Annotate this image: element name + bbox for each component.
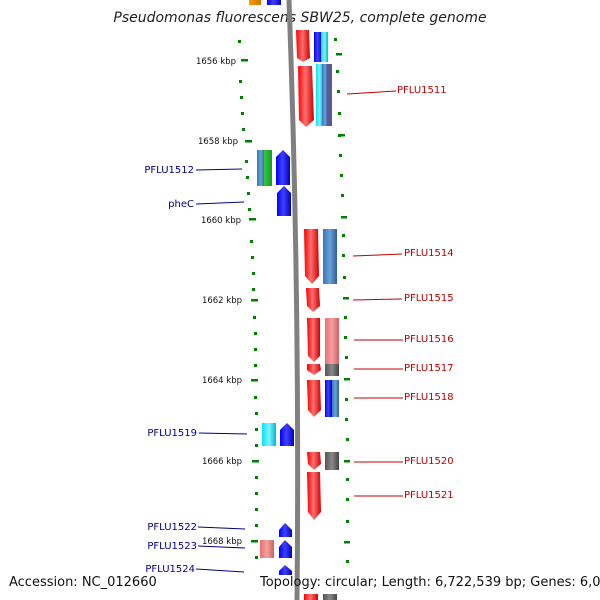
gene-label-pflu1518[interactable]: PFLU1518 (404, 392, 454, 403)
feature-green-1512[interactable] (264, 150, 272, 186)
gene-label-pflu1524[interactable]: PFLU1524 (145, 564, 195, 575)
feature-steel-1514[interactable] (323, 229, 337, 284)
ruler-label-1664: 1664 kbp (202, 376, 242, 386)
ruler-label-1666: 1666 kbp (202, 457, 242, 467)
feature-blue-1518[interactable] (325, 380, 332, 417)
feature-blue-top[interactable] (267, 0, 281, 5)
feature-blue-1510[interactable] (314, 32, 322, 62)
leader-lines-right (346, 90, 403, 497)
gene-label-pflu1516[interactable]: PFLU1516 (404, 334, 454, 345)
ruler-label-1658: 1658 kbp (198, 137, 238, 147)
ruler-label-1660: 1660 kbp (201, 216, 241, 226)
feature-steel-1512[interactable] (257, 150, 265, 186)
feature-gray-1517[interactable] (325, 364, 339, 376)
ruler-dots-right (334, 38, 349, 563)
feature-cyan-1511[interactable] (316, 64, 323, 126)
feature-cyan-1519[interactable] (262, 423, 276, 446)
gene-arrow-1510[interactable] (296, 30, 310, 62)
reverse-strand-annotations (257, 150, 276, 558)
gene-arrow-1516[interactable] (307, 318, 320, 362)
feature-pink-1516[interactable] (325, 318, 339, 364)
feature-purple-1511[interactable] (327, 64, 332, 126)
forward-strand-features (296, 30, 321, 600)
gene-arrow-1514[interactable] (304, 229, 319, 284)
gene-arrow-1524[interactable] (279, 565, 292, 575)
feature-gray-1520[interactable] (325, 452, 339, 470)
gene-label-pflu1517[interactable]: PFLU1517 (404, 363, 454, 374)
feature-steel-1518[interactable] (332, 380, 339, 417)
accession-text: Accession: NC_012660 (9, 575, 157, 590)
gene-label-pflu1523[interactable]: PFLU1523 (147, 541, 197, 552)
gene-arrow-1523[interactable] (279, 540, 292, 558)
gene-arrow-1521[interactable] (307, 472, 321, 520)
gene-arrow-phec[interactable] (277, 186, 291, 216)
ruler-label-1662: 1662 kbp (202, 296, 242, 306)
ruler-label-1656: 1656 kbp (196, 57, 236, 67)
feature-gray-bottom[interactable] (323, 594, 337, 600)
gene-arrow-1518[interactable] (307, 380, 321, 417)
map-title: Pseudomonas fluorescens SBW25, complete … (113, 10, 487, 26)
feature-cyan-1510[interactable] (321, 32, 328, 62)
gene-label-pflu1514[interactable]: PFLU1514 (404, 248, 454, 259)
gene-arrow-1512[interactable] (276, 150, 290, 185)
gene-arrow-1517[interactable] (307, 364, 321, 375)
ruler-major-ticks (241, 53, 350, 544)
gene-label-pflu1515[interactable]: PFLU1515 (404, 293, 454, 304)
topology-text: Topology: circular; Length: 6,722,539 bp… (260, 575, 600, 590)
gene-arrow-1522[interactable] (279, 523, 292, 537)
reverse-strand-features (276, 150, 294, 575)
gene-arrow-1515[interactable] (306, 288, 320, 312)
gene-label-phec[interactable]: pheC (168, 199, 194, 210)
gene-label-pflu1519[interactable]: PFLU1519 (147, 428, 197, 439)
gene-label-pflu1522[interactable]: PFLU1522 (147, 522, 197, 533)
leader-lines-left (195, 168, 248, 573)
feature-orange-top[interactable] (249, 0, 261, 5)
ruler-dots-left (238, 40, 258, 559)
gene-label-pflu1511[interactable]: PFLU1511 (397, 85, 447, 96)
gene-label-pflu1512[interactable]: PFLU1512 (144, 165, 194, 176)
gene-label-pflu1520[interactable]: PFLU1520 (404, 456, 454, 467)
gene-arrow-1511[interactable] (298, 66, 314, 127)
ruler-label-1668: 1668 kbp (202, 537, 242, 547)
gene-arrow-1519[interactable] (280, 423, 294, 446)
feature-pink-1523[interactable] (260, 540, 274, 558)
feature-steel-1511[interactable] (322, 64, 328, 126)
gene-arrow-bottom[interactable] (304, 594, 318, 600)
forward-strand-annotations (314, 32, 339, 600)
gene-label-pflu1521[interactable]: PFLU1521 (404, 490, 454, 501)
genome-backbone (286, 0, 301, 600)
gene-arrow-1520[interactable] (307, 452, 321, 470)
